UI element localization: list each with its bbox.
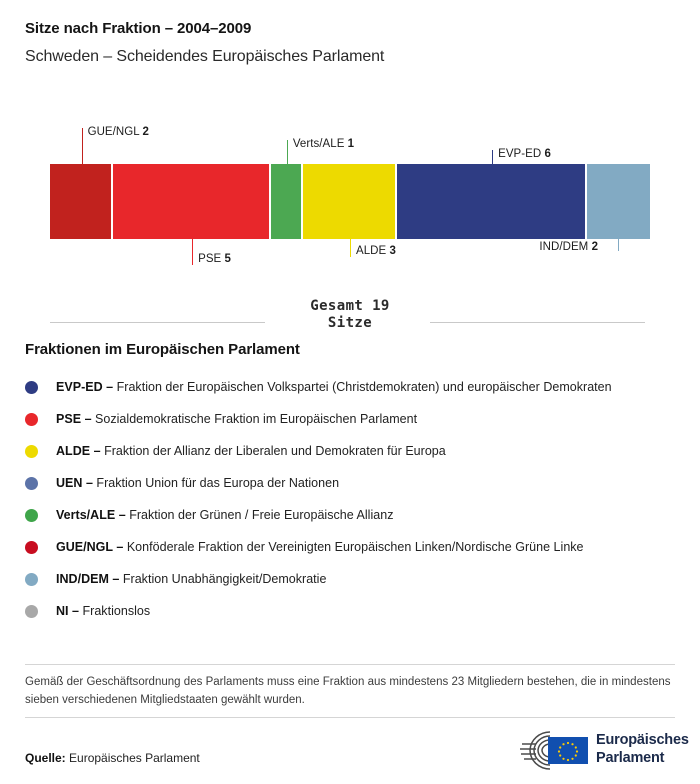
page-title: Sitze nach Fraktion – 2004–2009 — [25, 20, 252, 37]
legend-item-vertsale[interactable]: Verts/ALE – Fraktion der Grünen / Freie … — [25, 499, 685, 531]
total-seats-line1: Gesamt 19 — [310, 298, 390, 314]
logo-line-1: Europäisches — [596, 732, 689, 748]
legend-item-description: Konföderale Fraktion der Vereinigten Eur… — [126, 540, 584, 554]
legend-item-text: Verts/ALE – Fraktion der Grünen / Freie … — [56, 508, 393, 522]
leader-line-alde — [350, 239, 351, 257]
total-seats-block: Gesamt 19 Sitze — [0, 298, 700, 338]
legend-item-abbr: GUE/NGL – — [56, 540, 127, 554]
legend-item-evped[interactable]: EVP-ED – Fraktion der Europäischen Volks… — [25, 371, 685, 403]
legend-color-swatch — [25, 540, 38, 554]
legend-item-alde[interactable]: ALDE – Fraktion der Allianz der Liberale… — [25, 435, 685, 467]
leader-line-ind-dem — [618, 239, 620, 251]
legend-item-description: Fraktion der Europäischen Volkspartei (C… — [116, 380, 612, 394]
bar-segment-alde[interactable] — [302, 164, 398, 239]
seat-distribution-chart: GUE/NGL 2 PSE 5 Verts/ALE 1 ALDE 3 EVP-ED 6 I… — [0, 118, 700, 303]
logo-wordmark: Europäisches Parlament — [596, 731, 689, 767]
bar-segment-pse[interactable] — [113, 164, 272, 239]
legend-item-abbr: IND/DEM – — [56, 572, 123, 586]
legend-color-swatch — [25, 476, 38, 490]
legend-item-text: GUE/NGL – Konföderale Fraktion der Verei… — [56, 540, 584, 554]
legend-item-abbr: UEN – — [56, 476, 97, 490]
legend-item-uen[interactable]: UEN – Fraktion Union für das Europa der … — [25, 467, 685, 499]
legend-color-swatch — [25, 508, 38, 522]
legend-item-description: Fraktion der Grünen / Freie Europäische … — [129, 508, 394, 522]
bar-label-evp-ed: EVP-ED 6 — [498, 148, 551, 160]
footnote-divider-top — [25, 664, 675, 665]
source-line: Quelle: Europäisches Parlament — [25, 751, 200, 765]
footnote-divider-bottom — [25, 717, 675, 718]
legend-item-pse[interactable]: PSE – Sozialdemokratische Fraktion im Eu… — [25, 403, 685, 435]
legend-item-guengl[interactable]: GUE/NGL – Konföderale Fraktion der Verei… — [25, 531, 685, 563]
bar-segment-verts-ale[interactable] — [271, 164, 303, 239]
legend-item-abbr: ALDE – — [56, 444, 105, 458]
total-seats-label: Gesamt 19 Sitze — [0, 298, 700, 332]
legend-item-description: Fraktion Union für das Europa der Nation… — [96, 476, 340, 490]
parliament-hemicycle-icon — [520, 731, 551, 770]
total-seats-line2: Sitze — [327, 315, 373, 331]
eu-flag-icon — [548, 737, 588, 764]
source-label: Quelle: — [25, 751, 66, 765]
bar-label-verts-ale: Verts/ALE 1 — [292, 138, 355, 150]
legend-item-description: Fraktion der Allianz der Liberalen und D… — [104, 444, 446, 458]
page-subtitle: Schweden – Scheidendes Europäisches Parl… — [25, 48, 385, 65]
legend-color-swatch — [25, 380, 38, 394]
legend-heading: Fraktionen im Europäischen Parlament — [25, 341, 300, 358]
logo-line-2: Parlament — [596, 750, 665, 766]
leader-line-gue-ngl — [81, 128, 83, 164]
footnote-text: Gemäß der Geschäftsordnung des Parlament… — [25, 676, 671, 706]
legend-item-abbr: PSE – — [56, 412, 96, 426]
stacked-bar — [50, 164, 650, 239]
legend-item-description: Fraktionslos — [82, 604, 151, 618]
leader-line-pse — [192, 239, 194, 265]
leader-line-verts-ale — [286, 140, 288, 164]
bar-label-ind-dem: IND/DEM 2 — [539, 241, 599, 253]
bar-segment-evp-ed[interactable] — [397, 164, 587, 239]
legend-item-text: IND/DEM – Fraktion Unabhängigkeit/Demokr… — [56, 572, 326, 586]
legend-color-swatch — [25, 444, 38, 458]
bar-label-gue-ngl: GUE/NGL 2 — [87, 126, 149, 138]
european-parliament-logo: Europäisches Parlament — [512, 727, 689, 773]
legend-color-swatch — [25, 412, 38, 426]
legend-item-text: UEN – Fraktion Union für das Europa der … — [56, 476, 339, 490]
legend-color-swatch — [25, 572, 38, 586]
legend-item-ni[interactable]: NI – Fraktionslos — [25, 595, 685, 627]
legend-color-swatch — [25, 604, 38, 618]
divider-left — [50, 322, 265, 323]
bar-label-alde: ALDE 3 — [356, 245, 396, 257]
legend-list: EVP-ED – Fraktion der Europäischen Volks… — [25, 371, 685, 627]
legend-item-description: Fraktion Unabhängigkeit/Demokratie — [122, 572, 327, 586]
bar-label-pse: PSE 5 — [198, 253, 231, 265]
bar-segment-gue-ngl[interactable] — [50, 164, 114, 239]
legend-item-description: Sozialdemokratische Fraktion im Europäis… — [95, 412, 418, 426]
eu-stars-icon — [557, 741, 579, 762]
legend-item-text: ALDE – Fraktion der Allianz der Liberale… — [56, 444, 446, 458]
legend-item-abbr: NI – — [56, 604, 83, 618]
legend-item-abbr: EVP-ED – — [56, 380, 117, 394]
legend-item-text: NI – Fraktionslos — [56, 604, 150, 618]
bar-segment-ind-dem[interactable] — [586, 164, 650, 239]
legend-item-text: PSE – Sozialdemokratische Fraktion im Eu… — [56, 412, 417, 426]
legend-item-inddem[interactable]: IND/DEM – Fraktion Unabhängigkeit/Demokr… — [25, 563, 685, 595]
divider-right — [430, 322, 645, 323]
leader-line-evp-ed — [492, 150, 494, 164]
legend-item-abbr: Verts/ALE – — [56, 508, 130, 522]
legend-item-text: EVP-ED – Fraktion der Europäischen Volks… — [56, 380, 612, 394]
source-value: Europäisches Parlament — [69, 751, 200, 765]
